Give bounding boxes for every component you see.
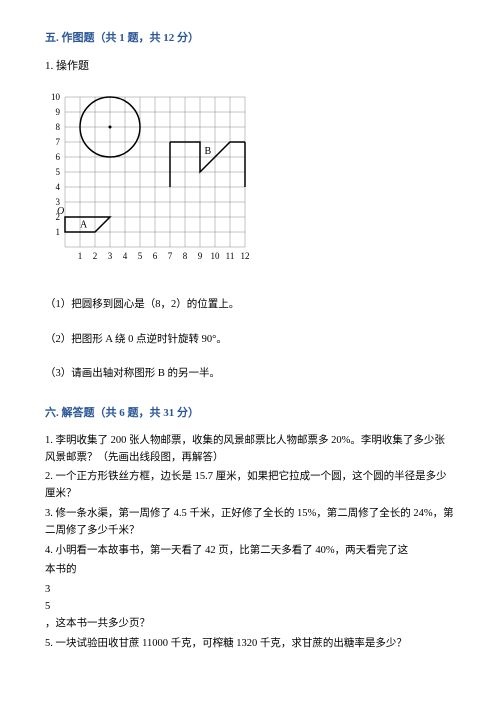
- svg-text:5: 5: [138, 251, 143, 261]
- svg-text:5: 5: [56, 167, 61, 177]
- svg-text:8: 8: [56, 122, 61, 132]
- svg-text:1: 1: [78, 251, 83, 261]
- sub-question-3: （3）请画出轴对称图形 B 的另一半。: [45, 366, 455, 383]
- p4-pre: 本书的: [45, 564, 77, 575]
- sub-question-2: （2）把图形 A 绕 0 点逆时针旋转 90°。: [45, 332, 455, 349]
- svg-text:4: 4: [56, 182, 61, 192]
- section6-title: 六. 解答题（共 6 题，共 31 分）: [45, 405, 455, 423]
- svg-text:10: 10: [211, 251, 221, 261]
- problem-set: 1. 李明收集了 200 张人物邮票，收集的风景邮票比人物邮票多 20%。李明收…: [45, 433, 455, 653]
- problem-4-line1: 4. 小明看一本故事书，第一天看了 42 页，比第二天多看了 40%，两天看完了…: [45, 543, 455, 560]
- problem-3: 3. 修一条水渠，第一周修了 4.5 千米，正好修了全长的 15%，第二周修了全…: [45, 506, 455, 540]
- svg-text:8: 8: [183, 251, 188, 261]
- svg-text:10: 10: [51, 92, 61, 102]
- svg-text:12: 12: [241, 251, 250, 261]
- svg-text:O: O: [57, 206, 64, 217]
- svg-text:6: 6: [153, 251, 158, 261]
- sub-question-1: （1）把圆移到圆心是（8，2）的位置上。: [45, 297, 455, 314]
- svg-text:3: 3: [108, 251, 113, 261]
- problem-2: 2. 一个正方形铁丝方框，边长是 15.7 厘米，如果把它拉成一个圆，这个圆的半…: [45, 469, 455, 503]
- svg-text:1: 1: [56, 227, 61, 237]
- problem-1: 1. 李明收集了 200 张人物邮票，收集的风景邮票比人物邮票多 20%。李明收…: [45, 433, 455, 467]
- problem-5: 5. 一块试验田收甘蔗 11000 千克，可榨糖 1320 千克，求甘蔗的出糖率…: [45, 636, 455, 653]
- svg-text:2: 2: [93, 251, 98, 261]
- svg-text:7: 7: [56, 137, 61, 147]
- q1-label: 1. 操作题: [45, 58, 455, 76]
- problem-4-line2: 本书的: [45, 562, 455, 579]
- svg-text:4: 4: [123, 251, 128, 261]
- p4-post: ，这本书一共多少页？: [45, 618, 150, 629]
- svg-text:9: 9: [198, 251, 203, 261]
- geometry-diagram: 10987654321123456789101112AOB: [45, 87, 455, 279]
- fraction-denominator: 5: [45, 599, 455, 616]
- svg-text:9: 9: [56, 107, 61, 117]
- svg-text:11: 11: [226, 251, 235, 261]
- fraction-numerator: 3: [45, 582, 455, 599]
- svg-text:B: B: [205, 146, 212, 157]
- svg-text:6: 6: [56, 152, 61, 162]
- svg-text:7: 7: [168, 251, 173, 261]
- section5-title: 五. 作图题（共 1 题，共 12 分）: [45, 30, 455, 48]
- svg-text:A: A: [80, 220, 88, 231]
